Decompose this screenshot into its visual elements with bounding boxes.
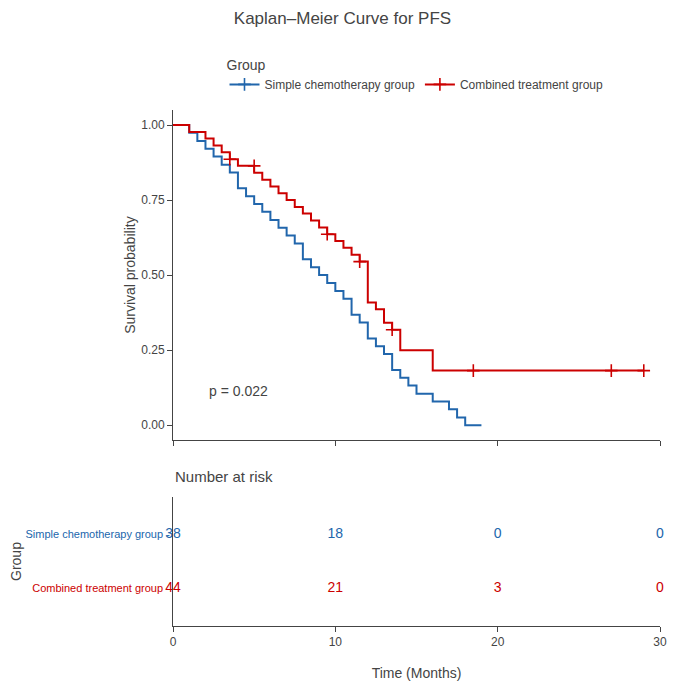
svg-text:Combined treatment group -: Combined treatment group - bbox=[32, 582, 170, 594]
svg-text:0: 0 bbox=[656, 525, 664, 541]
svg-text:3: 3 bbox=[494, 579, 502, 595]
svg-text:p = 0.022: p = 0.022 bbox=[209, 383, 268, 399]
svg-text:18: 18 bbox=[328, 525, 344, 541]
svg-text:Simple chemotherapy group -: Simple chemotherapy group - bbox=[26, 528, 171, 540]
svg-text:1.00: 1.00 bbox=[141, 118, 165, 132]
svg-text:Simple chemotherapy group: Simple chemotherapy group bbox=[265, 78, 415, 92]
svg-text:0.50: 0.50 bbox=[141, 268, 165, 282]
svg-text:0.75: 0.75 bbox=[141, 193, 165, 207]
svg-text:10: 10 bbox=[329, 635, 343, 649]
svg-text:20: 20 bbox=[491, 635, 505, 649]
svg-text:21: 21 bbox=[328, 579, 344, 595]
svg-text:0: 0 bbox=[656, 579, 664, 595]
svg-text:0.25: 0.25 bbox=[141, 343, 165, 357]
svg-text:Kaplan–Meier Curve for PFS: Kaplan–Meier Curve for PFS bbox=[234, 9, 451, 28]
svg-text:38: 38 bbox=[165, 525, 181, 541]
svg-text:Group: Group bbox=[227, 57, 266, 73]
svg-text:Time (Months): Time (Months) bbox=[372, 665, 462, 681]
svg-text:30: 30 bbox=[653, 635, 667, 649]
svg-text:Survival probability: Survival probability bbox=[122, 216, 138, 334]
svg-text:0: 0 bbox=[494, 525, 502, 541]
svg-text:0: 0 bbox=[170, 635, 177, 649]
svg-text:0.00: 0.00 bbox=[141, 418, 165, 432]
svg-text:Number at risk: Number at risk bbox=[175, 468, 273, 485]
svg-text:Group: Group bbox=[8, 542, 24, 581]
svg-text:Combined treatment group: Combined treatment group bbox=[460, 78, 603, 92]
svg-text:44: 44 bbox=[165, 579, 181, 595]
